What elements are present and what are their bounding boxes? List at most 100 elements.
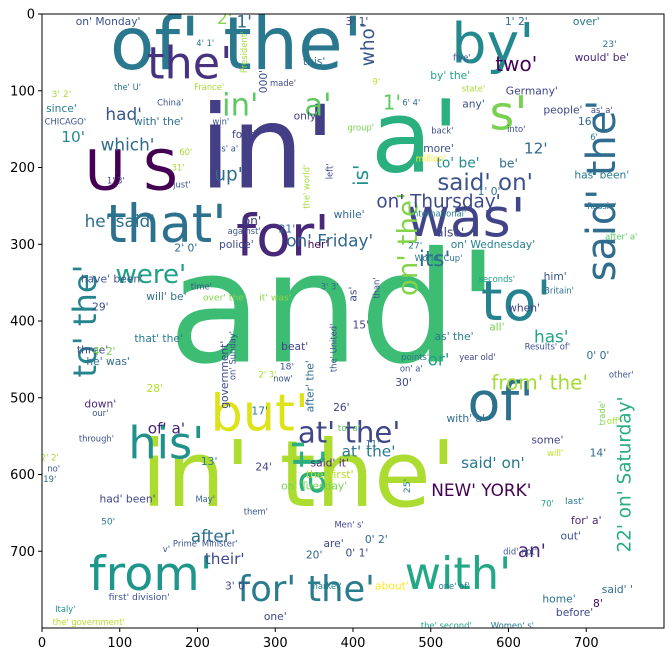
- word-174: 3' 2': [52, 89, 72, 100]
- word-145: seconds': [479, 274, 516, 284]
- x-tick-label-7: 700: [574, 636, 599, 651]
- word-105: Italy': [55, 604, 75, 614]
- word-169: 6' 4': [402, 97, 420, 107]
- word-71: more': [423, 142, 454, 155]
- word-70: while': [334, 208, 365, 221]
- x-axis: 0 100 200 300 400 500 600 700: [38, 628, 599, 651]
- word-141: 21': [279, 222, 296, 235]
- word-107: the' second': [421, 621, 472, 631]
- word-142: 2' 0': [174, 242, 197, 255]
- word-176: CHICAGO': [45, 116, 86, 126]
- word-0: and': [168, 220, 499, 398]
- word-102: first' division': [109, 592, 170, 603]
- word-16: from': [89, 547, 213, 602]
- word-121: government': [218, 341, 231, 409]
- word-155: by' the': [430, 69, 470, 82]
- word-166: only': [294, 110, 320, 123]
- word-99: did' not': [503, 546, 537, 556]
- word-92: last': [565, 496, 584, 507]
- word-128: 15': [353, 318, 370, 331]
- words-layer: and' in' a' in' the' of' the' by' was' s' of' U …: [42, 2, 637, 631]
- word-14: but': [211, 384, 309, 443]
- word-148: 16': [578, 115, 595, 128]
- y-tick-label-3: 300: [10, 238, 35, 253]
- word-103: 3' 0': [225, 579, 248, 592]
- word-27: said' on': [437, 170, 533, 196]
- word-22: in': [222, 89, 258, 124]
- word-29: from' the': [491, 370, 588, 394]
- word-117: 11': [365, 438, 379, 449]
- word-57: the' first': [306, 468, 354, 481]
- word-4: of' the': [110, 2, 363, 87]
- word-134: other': [609, 370, 634, 380]
- word-67: police': [219, 238, 254, 251]
- word-187: million': [416, 153, 446, 163]
- word-37: up': [214, 165, 242, 186]
- word-66: it' was': [259, 292, 291, 303]
- word-153: any': [462, 97, 485, 110]
- word-113: them': [244, 506, 268, 516]
- word-49: to' be': [436, 156, 479, 172]
- word-13: his': [128, 418, 204, 469]
- word-160: 1': [236, 12, 251, 32]
- word-168: 9': [373, 77, 381, 87]
- word-33: on' Friday': [286, 230, 373, 250]
- word-87: out': [560, 529, 580, 542]
- word-98: about': [375, 579, 409, 592]
- word-45: has': [534, 326, 569, 346]
- x-tick-label-1: 100: [107, 636, 132, 651]
- word-93: 0' 0': [586, 349, 609, 362]
- word-114: 13': [201, 455, 218, 468]
- word-118: 17': [251, 404, 268, 417]
- word-120: to' a': [338, 423, 361, 434]
- word-192: than': [371, 277, 381, 298]
- word-26: were': [115, 260, 186, 290]
- word-175: since': [46, 102, 77, 115]
- word-140: 25': [402, 479, 413, 493]
- x-tick-label-6: 600: [496, 636, 521, 651]
- word-130: points': [401, 352, 429, 362]
- word-203: v': [163, 544, 170, 554]
- word-199: through': [79, 433, 114, 443]
- word-94: 0' 2': [365, 533, 388, 546]
- word-65: over' the': [203, 292, 247, 303]
- word-89: before': [556, 606, 593, 619]
- word-43: an': [518, 541, 546, 562]
- word-40: who': [358, 23, 379, 66]
- word-84: 14': [590, 447, 607, 460]
- word-83: him': [544, 270, 567, 283]
- word-68: on': [243, 214, 262, 228]
- word-179: is' a': [219, 143, 238, 153]
- word-157: 3' 1': [345, 15, 368, 28]
- word-194: 4' 2': [93, 345, 116, 358]
- word-147: 1' 0': [478, 185, 501, 198]
- word-124: now': [273, 374, 293, 384]
- word-6: was': [406, 186, 526, 249]
- word-196: 2' 3': [259, 370, 277, 380]
- word-162: this': [303, 55, 325, 68]
- word-21: to' the': [66, 264, 104, 377]
- word-35: had': [105, 104, 141, 124]
- word-201: no': [47, 463, 60, 473]
- word-177: with' the': [134, 115, 184, 128]
- word-129: 30': [395, 376, 412, 389]
- word-135: with' a': [446, 412, 485, 425]
- word-104: market': [310, 581, 342, 591]
- word-184: the' world': [301, 165, 311, 209]
- word-139: 70': [541, 499, 554, 509]
- word-7: s': [490, 86, 528, 141]
- word-34: which': [101, 134, 155, 154]
- word-88: said' ': [602, 583, 633, 596]
- word-126: the' United': [329, 324, 339, 373]
- word-41: after': [191, 526, 236, 546]
- word-156: five': [453, 53, 471, 63]
- word-90: home': [542, 592, 575, 605]
- word-46: or': [428, 349, 450, 369]
- word-81: Britain': [544, 285, 574, 295]
- word-95: 0' 1': [345, 546, 368, 559]
- word-36: he' said': [85, 211, 155, 231]
- word-73: has' been': [574, 169, 629, 182]
- y-tick-label-6: 600: [10, 468, 35, 483]
- word-146: all': [489, 321, 504, 334]
- y-tick-label-5: 500: [10, 391, 35, 406]
